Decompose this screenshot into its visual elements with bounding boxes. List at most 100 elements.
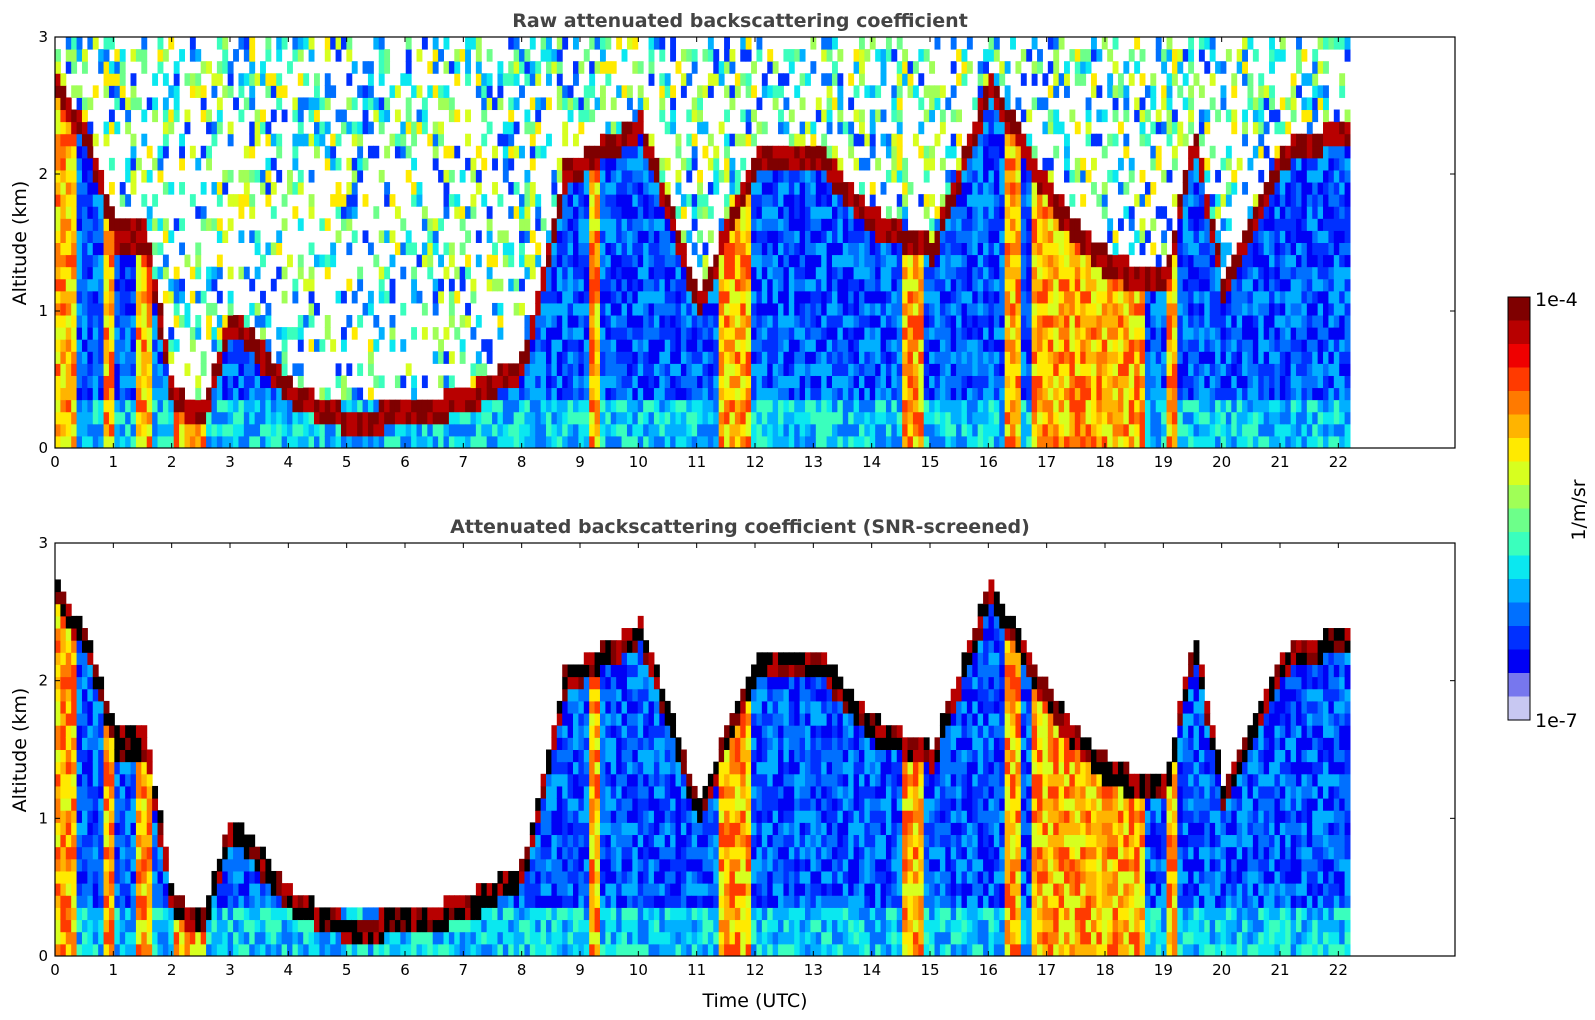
- heatmap-cell: [589, 218, 596, 231]
- heatmap-cell: [551, 194, 558, 207]
- heatmap-cell: [583, 145, 590, 159]
- heatmap-cell: [670, 327, 677, 340]
- heatmap-cell: [60, 315, 67, 328]
- heatmap-cell: [216, 266, 223, 280]
- heatmap-cell: [772, 230, 779, 243]
- heatmap-cell: [179, 133, 185, 147]
- heatmap-cell: [1188, 278, 1195, 292]
- heatmap-cell: [869, 435, 876, 449]
- heatmap-cell: [276, 230, 283, 243]
- heatmap-cell: [929, 218, 936, 231]
- heatmap-cell: [524, 218, 531, 231]
- heatmap-cell: [81, 182, 88, 195]
- heatmap-cell: [605, 145, 612, 159]
- heatmap-cell: [729, 363, 736, 376]
- heatmap-cell: [977, 194, 984, 207]
- heatmap-cell: [880, 315, 887, 328]
- heatmap-cell: [524, 399, 531, 413]
- heatmap-cell: [1096, 85, 1103, 98]
- heatmap-cell: [227, 73, 234, 86]
- heatmap-cell: [589, 109, 596, 123]
- heatmap-cell: [945, 242, 952, 256]
- heatmap-cell: [103, 435, 110, 449]
- heatmap-cell: [98, 194, 105, 207]
- heatmap-cell: [815, 254, 822, 268]
- heatmap-cell: [939, 278, 946, 292]
- heatmap-cell: [923, 315, 930, 328]
- heatmap-cell: [815, 206, 822, 219]
- heatmap-cell: [1047, 351, 1054, 364]
- heatmap-cell: [551, 49, 558, 62]
- heatmap-cell: [378, 399, 385, 413]
- heatmap-cell: [394, 206, 401, 219]
- heatmap-cell: [260, 73, 266, 86]
- heatmap-cell: [675, 375, 682, 389]
- heatmap-cell: [945, 351, 952, 364]
- heatmap-cell: [1020, 351, 1027, 364]
- heatmap-cell: [1004, 169, 1011, 183]
- heatmap-cell: [292, 411, 299, 425]
- heatmap-cell: [670, 302, 677, 316]
- heatmap-cell: [1042, 206, 1049, 219]
- heatmap-cell: [799, 363, 806, 376]
- heatmap-cell: [92, 266, 99, 280]
- heatmap-cell: [902, 290, 909, 304]
- heatmap-cell: [1026, 242, 1033, 256]
- heatmap-cell: [1004, 363, 1011, 376]
- heatmap-cell: [60, 73, 67, 86]
- heatmap-cell: [1064, 339, 1070, 352]
- heatmap-cell: [1074, 363, 1081, 376]
- heatmap-cell: [152, 315, 159, 328]
- heatmap-cell: [697, 387, 703, 401]
- heatmap-cell: [826, 290, 833, 304]
- heatmap-cell: [535, 145, 542, 159]
- heatmap-cell: [65, 37, 72, 50]
- heatmap-cell: [848, 254, 855, 268]
- heatmap-cell: [815, 327, 822, 340]
- heatmap-cell: [589, 290, 596, 304]
- heatmap-cell: [357, 363, 364, 376]
- heatmap-cell: [206, 435, 212, 449]
- heatmap-cell: [999, 278, 1006, 292]
- heatmap-cell: [1134, 375, 1141, 389]
- heatmap-cell: [562, 315, 569, 328]
- heatmap-cell: [707, 133, 714, 147]
- heatmap-cell: [680, 290, 687, 304]
- heatmap-cell: [761, 230, 768, 243]
- heatmap-cell: [1144, 230, 1151, 243]
- heatmap-cell: [837, 73, 844, 86]
- heatmap-cell: [896, 363, 903, 376]
- heatmap-cell: [616, 399, 623, 413]
- heatmap-cell: [799, 97, 806, 111]
- heatmap-cell: [1031, 423, 1038, 437]
- heatmap-cell: [179, 182, 185, 195]
- heatmap-cell: [108, 254, 115, 268]
- heatmap-cell: [632, 327, 639, 340]
- heatmap-cell: [211, 73, 218, 86]
- heatmap-cell: [675, 206, 682, 219]
- heatmap-cell: [858, 351, 865, 364]
- heatmap-cell: [788, 61, 795, 74]
- heatmap-cell: [314, 411, 320, 425]
- heatmap-cell: [902, 242, 909, 256]
- heatmap-cell: [438, 254, 444, 268]
- heatmap-cell: [443, 399, 450, 413]
- heatmap-cell: [956, 315, 962, 328]
- heatmap-cell: [670, 49, 677, 62]
- heatmap-cell: [961, 302, 968, 316]
- heatmap-cell: [767, 49, 774, 62]
- heatmap-cell: [314, 73, 320, 86]
- heatmap-cell: [546, 254, 552, 268]
- heatmap-cell: [691, 290, 698, 304]
- heatmap-cell: [670, 375, 677, 389]
- heatmap-cell: [643, 194, 650, 207]
- heatmap-cell: [389, 339, 396, 352]
- heatmap-cell: [988, 218, 995, 231]
- heatmap-cell: [826, 157, 833, 171]
- heatmap-cell: [1074, 315, 1081, 328]
- heatmap-cell: [993, 387, 1000, 401]
- heatmap-cell: [1085, 109, 1092, 123]
- heatmap-cell: [189, 399, 196, 413]
- heatmap-cell: [287, 399, 293, 413]
- heatmap-cell: [1015, 194, 1022, 207]
